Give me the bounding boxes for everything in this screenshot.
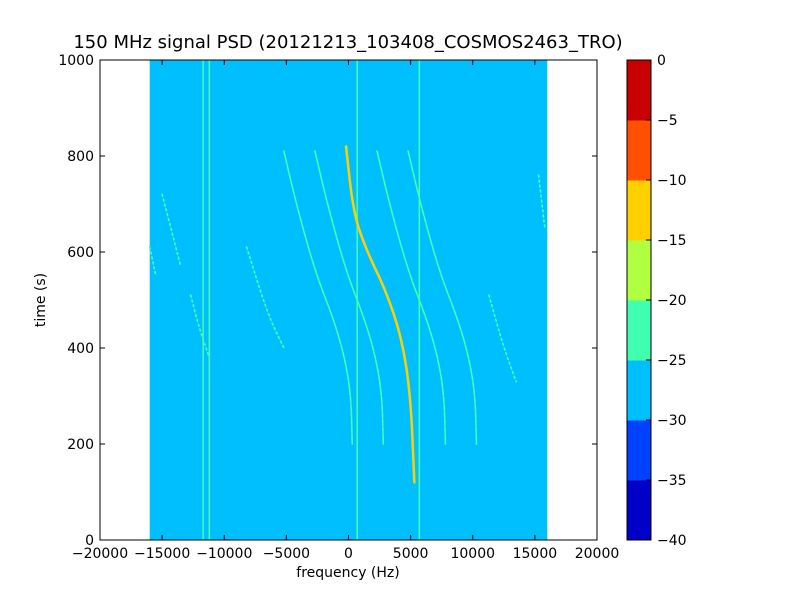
y-axis: 0 200 400 600 800 1000 (58, 53, 597, 549)
y-tick-label: 1000 (58, 53, 94, 69)
heatmap-background (149, 60, 548, 540)
x-tick-label: −10000 (196, 546, 252, 562)
colorbar-tick-label: −30 (657, 413, 687, 429)
x-tick-label: 0 (344, 546, 353, 562)
colorbar-tick-label: −5 (657, 113, 678, 129)
colorbar-tick-label: −10 (657, 173, 687, 189)
colorbar-tick-label: −15 (657, 233, 687, 249)
x-tick-label: −15000 (134, 546, 190, 562)
chart-title: 150 MHz signal PSD (20121213_103408_COSM… (73, 32, 622, 53)
y-tick-label: 400 (67, 341, 94, 357)
heatmap-layer (148, 60, 548, 540)
signal-track-sideband (314, 150, 385, 445)
signal-track-faint (245, 246, 285, 349)
colorbar-segment (627, 360, 651, 421)
colorbar-segment (627, 480, 651, 541)
signal-track-sideband (407, 150, 478, 445)
x-axis: −20000 −15000 −10000 −5000 0 5000 10000 15000 20… (72, 60, 619, 562)
colorbar-segment (627, 420, 651, 481)
colorbar-segment (627, 180, 651, 241)
y-tick-label: 600 (67, 245, 94, 261)
y-tick-label: 800 (67, 149, 94, 165)
colorbar-tick-label: 0 (657, 53, 666, 69)
signal-track-faint (161, 193, 182, 268)
plot-area (99, 59, 598, 541)
colorbar-tick-label: −20 (657, 293, 687, 309)
x-axis-label: frequency (Hz) (296, 565, 399, 581)
signal-track-faint (148, 246, 157, 277)
colorbar-segment (627, 60, 651, 121)
signal-track-sideband (376, 150, 447, 445)
colorbar-tick-label: −40 (657, 533, 687, 549)
colorbar-segment (627, 120, 651, 181)
x-tick-label: −5000 (263, 546, 310, 562)
signal-track-faint (189, 294, 211, 359)
x-tick-label: 10000 (450, 546, 495, 562)
colorbar-tick-label: −35 (657, 473, 687, 489)
colorbar-segment (627, 240, 651, 301)
signal-track-faint (488, 294, 518, 383)
x-tick-label: 20000 (575, 546, 620, 562)
y-tick-label: 200 (67, 437, 94, 453)
y-tick-label: 0 (85, 533, 94, 549)
colorbar-segment (627, 300, 651, 361)
y-axis-label: time (s) (33, 273, 49, 327)
signal-track-sideband (283, 150, 354, 445)
x-tick-label: 5000 (393, 546, 429, 562)
colorbar-tick-label: −25 (657, 353, 687, 369)
x-tick-label: 15000 (513, 546, 558, 562)
x-tick-label: −20000 (72, 546, 128, 562)
signal-track-main (344, 145, 416, 484)
signal-track-faint (537, 174, 546, 229)
colorbar: −40 −35 −30 −25 −20 −15 −10 −5 0 (626, 53, 687, 549)
